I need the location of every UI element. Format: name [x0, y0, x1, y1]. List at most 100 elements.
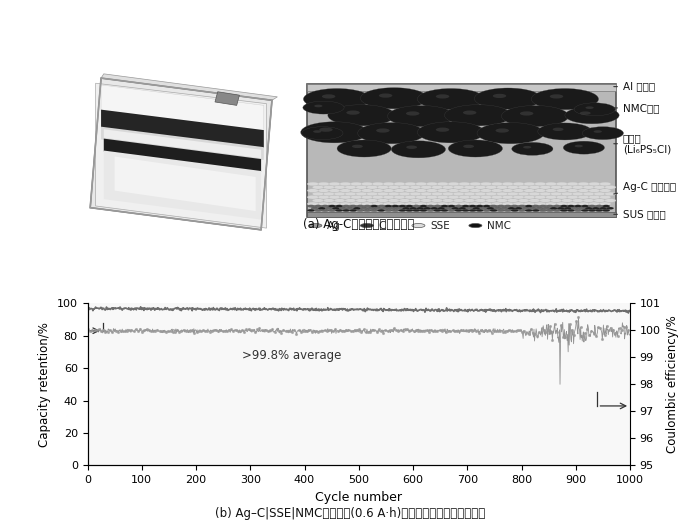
- Point: [564, 320, 575, 328]
- Point: [141, 325, 152, 333]
- Point: [428, 327, 439, 335]
- Polygon shape: [215, 92, 239, 105]
- Circle shape: [399, 199, 410, 202]
- Circle shape: [475, 192, 486, 196]
- Circle shape: [314, 209, 322, 212]
- Circle shape: [545, 202, 557, 206]
- Circle shape: [464, 186, 475, 189]
- Circle shape: [564, 141, 605, 154]
- Point: [471, 327, 482, 335]
- Circle shape: [560, 205, 568, 207]
- Circle shape: [448, 209, 455, 212]
- Point: [495, 327, 506, 335]
- Point: [606, 324, 617, 332]
- Point: [317, 327, 328, 335]
- Text: (a) Ag-C负极软包电池示意图: (a) Ag-C负极软包电池示意图: [303, 218, 414, 231]
- Point: [531, 332, 542, 340]
- Circle shape: [430, 207, 438, 209]
- Point: [332, 326, 343, 335]
- Point: [614, 324, 625, 333]
- Point: [249, 328, 260, 336]
- Circle shape: [339, 207, 346, 209]
- Point: [213, 327, 224, 335]
- Circle shape: [508, 192, 519, 196]
- Circle shape: [535, 189, 546, 192]
- Circle shape: [399, 192, 410, 196]
- Circle shape: [535, 182, 546, 186]
- Circle shape: [578, 207, 586, 209]
- Point: [221, 327, 232, 335]
- Point: [269, 327, 280, 336]
- Circle shape: [391, 141, 445, 158]
- Point: [529, 329, 540, 338]
- Circle shape: [367, 199, 378, 202]
- Circle shape: [561, 192, 573, 196]
- Circle shape: [415, 202, 427, 206]
- Y-axis label: Capacity retention/%: Capacity retention/%: [38, 322, 51, 447]
- Circle shape: [370, 205, 378, 207]
- Circle shape: [528, 207, 536, 209]
- Point: [382, 326, 393, 335]
- Circle shape: [421, 192, 432, 196]
- Circle shape: [351, 196, 362, 199]
- Circle shape: [431, 192, 443, 196]
- Point: [410, 326, 421, 334]
- Circle shape: [372, 196, 384, 199]
- Circle shape: [496, 192, 507, 196]
- Circle shape: [340, 196, 351, 199]
- Circle shape: [511, 209, 519, 212]
- Point: [436, 327, 447, 335]
- Circle shape: [571, 207, 578, 209]
- Point: [256, 326, 267, 334]
- Circle shape: [512, 142, 553, 155]
- Circle shape: [437, 202, 449, 206]
- Text: 电解质
(Li₆PS₅Cl): 电解质 (Li₆PS₅Cl): [614, 133, 671, 154]
- Point: [452, 327, 463, 336]
- Circle shape: [328, 209, 336, 212]
- Circle shape: [356, 209, 364, 212]
- Circle shape: [437, 182, 449, 186]
- Circle shape: [539, 209, 547, 212]
- Point: [503, 326, 514, 335]
- Circle shape: [383, 196, 394, 199]
- Circle shape: [528, 186, 540, 189]
- Circle shape: [475, 199, 486, 202]
- Circle shape: [589, 189, 600, 192]
- Point: [570, 317, 582, 325]
- Circle shape: [307, 202, 318, 206]
- Circle shape: [334, 199, 345, 202]
- Point: [206, 326, 217, 335]
- Point: [608, 325, 619, 334]
- Point: [111, 326, 122, 335]
- Point: [596, 335, 608, 344]
- Circle shape: [383, 182, 394, 186]
- Circle shape: [318, 207, 326, 209]
- Circle shape: [589, 202, 600, 206]
- Circle shape: [388, 186, 400, 189]
- Circle shape: [410, 207, 417, 209]
- Circle shape: [361, 182, 372, 186]
- Circle shape: [448, 202, 459, 206]
- Point: [473, 328, 484, 337]
- Point: [144, 325, 155, 334]
- Circle shape: [384, 209, 392, 212]
- Point: [215, 326, 226, 334]
- Point: [484, 326, 495, 335]
- Point: [124, 326, 135, 335]
- Circle shape: [406, 145, 417, 149]
- Circle shape: [426, 205, 434, 207]
- Point: [592, 323, 603, 332]
- Circle shape: [389, 207, 396, 209]
- Circle shape: [508, 186, 519, 189]
- Circle shape: [329, 196, 340, 199]
- Circle shape: [377, 192, 388, 196]
- Circle shape: [442, 186, 454, 189]
- Circle shape: [524, 202, 535, 206]
- Circle shape: [523, 146, 531, 149]
- Point: [341, 325, 352, 334]
- Circle shape: [513, 182, 524, 186]
- Circle shape: [500, 207, 508, 209]
- Circle shape: [531, 88, 598, 110]
- Circle shape: [394, 196, 405, 199]
- Circle shape: [567, 189, 578, 192]
